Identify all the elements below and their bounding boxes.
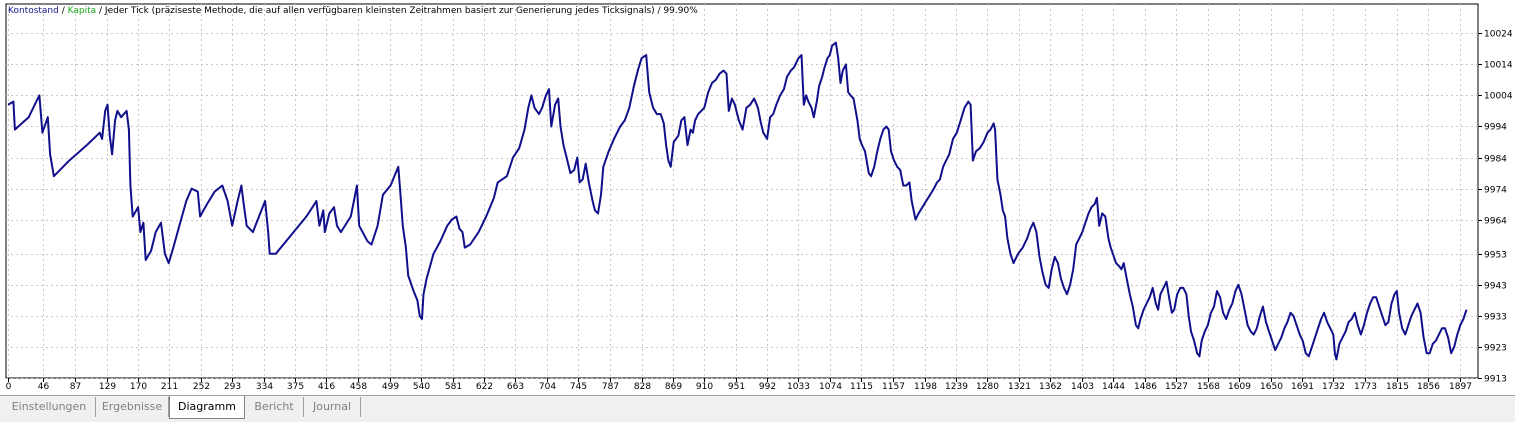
series-layer bbox=[7, 41, 1468, 361]
x-tick-label: 1609 bbox=[1228, 382, 1251, 392]
chart-area: 0 46 87 129 170 211 252 293 334 375 416 458 499 540 58… bbox=[5, 3, 1513, 392]
y-tick-label: 10004 bbox=[1484, 92, 1513, 102]
x-tick-label: 1856 bbox=[1417, 382, 1440, 392]
plot-border bbox=[5, 3, 1479, 379]
x-tick-label: 375 bbox=[287, 382, 304, 392]
chart-legend: Kontostand / Kapita / Jeder Tick (präzis… bbox=[8, 6, 698, 16]
x-tick-label: 1033 bbox=[787, 382, 810, 392]
x-tick-label: 869 bbox=[665, 382, 682, 392]
x-tick-label: 1486 bbox=[1134, 382, 1157, 392]
x-tick-label: 1115 bbox=[850, 382, 873, 392]
series-line-balance bbox=[7, 41, 1468, 361]
x-tick-label: 252 bbox=[193, 382, 210, 392]
x-tick-label: 1691 bbox=[1291, 382, 1314, 392]
y-tick-label: 10014 bbox=[1484, 61, 1513, 71]
y-tick-label: 9994 bbox=[1484, 123, 1507, 133]
x-tick-label: 1773 bbox=[1354, 382, 1377, 392]
x-tick-label: 1403 bbox=[1071, 382, 1094, 392]
y-tick-label: 9953 bbox=[1484, 251, 1507, 261]
tab-einstellungen-label: Einstellungen bbox=[11, 400, 87, 413]
x-tick-label: 416 bbox=[318, 382, 335, 392]
x-tick-label: 1198 bbox=[914, 382, 937, 392]
x-tick-label: 828 bbox=[634, 382, 651, 392]
x-tick-label: 1732 bbox=[1322, 382, 1345, 392]
y-tick-label: 10024 bbox=[1484, 30, 1513, 40]
x-tick-label: 1444 bbox=[1102, 382, 1125, 392]
x-tick-label: 87 bbox=[70, 382, 81, 392]
tab-diagramm-label: Diagramm bbox=[178, 400, 236, 413]
x-tick-label: 0 bbox=[6, 382, 12, 392]
x-tick-label: 1157 bbox=[882, 382, 905, 392]
tab-bericht[interactable]: Bericht bbox=[245, 397, 304, 417]
y-tick-label: 9964 bbox=[1484, 217, 1507, 227]
tab-bar: Einstellungen Ergebnisse Diagramm Berich… bbox=[0, 395, 1515, 422]
x-tick-label: 1239 bbox=[945, 382, 968, 392]
x-tick-label: 1897 bbox=[1449, 382, 1472, 392]
x-tick-label: 334 bbox=[256, 382, 273, 392]
x-tick-label: 1527 bbox=[1165, 382, 1188, 392]
x-tick-label: 1362 bbox=[1039, 382, 1062, 392]
x-tick-label: 1815 bbox=[1386, 382, 1409, 392]
y-axis-ticks: 9913 9923 9933 9943 9953 9964 9974 9984 9994 1000… bbox=[1478, 30, 1513, 385]
x-tick-label: 499 bbox=[382, 382, 399, 392]
y-tick-label: 9943 bbox=[1484, 282, 1507, 292]
tab-einstellungen[interactable]: Einstellungen bbox=[3, 397, 96, 417]
equity-chart: 0 46 87 129 170 211 252 293 334 375 416 458 499 540 58… bbox=[5, 3, 1513, 392]
tab-journal-label: Journal bbox=[312, 400, 352, 413]
x-tick-label: 1568 bbox=[1197, 382, 1220, 392]
tab-bericht-label: Bericht bbox=[254, 400, 294, 413]
x-tick-label: 211 bbox=[161, 382, 178, 392]
x-tick-label: 704 bbox=[539, 382, 556, 392]
legend-separator: / bbox=[58, 6, 68, 16]
x-tick-label: 622 bbox=[476, 382, 493, 392]
x-tick-label: 1650 bbox=[1260, 382, 1283, 392]
x-tick-label: 663 bbox=[507, 382, 524, 392]
x-tick-label: 1074 bbox=[819, 382, 842, 392]
x-tick-label: 129 bbox=[99, 382, 116, 392]
y-tick-label: 9933 bbox=[1484, 313, 1507, 323]
tab-journal[interactable]: Journal bbox=[304, 397, 361, 417]
x-tick-label: 1321 bbox=[1008, 382, 1031, 392]
x-axis-ticks: 0 46 87 129 170 211 252 293 334 375 416 458 499 540 58… bbox=[6, 378, 1472, 392]
x-tick-label: 787 bbox=[602, 382, 619, 392]
y-tick-label: 9984 bbox=[1484, 155, 1507, 165]
x-tick-label: 46 bbox=[38, 382, 50, 392]
tab-ergebnisse[interactable]: Ergebnisse bbox=[96, 397, 169, 417]
tab-ergebnisse-label: Ergebnisse bbox=[101, 400, 163, 413]
x-tick-label: 458 bbox=[350, 382, 367, 392]
legend-equity: Kapita bbox=[67, 6, 97, 16]
x-tick-label: 581 bbox=[445, 382, 462, 392]
x-tick-label: 1280 bbox=[976, 382, 999, 392]
y-tick-label: 9974 bbox=[1484, 186, 1507, 196]
x-tick-label: 992 bbox=[759, 382, 776, 392]
y-tick-label: 9923 bbox=[1484, 344, 1507, 354]
x-tick-label: 910 bbox=[696, 382, 713, 392]
tab-diagramm[interactable]: Diagramm bbox=[169, 396, 245, 419]
x-tick-label: 951 bbox=[728, 382, 745, 392]
legend-balance: Kontostand bbox=[8, 6, 59, 16]
x-tick-label: 293 bbox=[224, 382, 241, 392]
x-tick-label: 170 bbox=[130, 382, 147, 392]
x-tick-label: 745 bbox=[570, 382, 587, 392]
legend-model-text: / Jeder Tick (präziseste Methode, die au… bbox=[96, 6, 698, 16]
y-tick-label: 9913 bbox=[1484, 375, 1507, 385]
x-tick-label: 540 bbox=[413, 382, 430, 392]
grid-lines bbox=[6, 4, 1478, 379]
